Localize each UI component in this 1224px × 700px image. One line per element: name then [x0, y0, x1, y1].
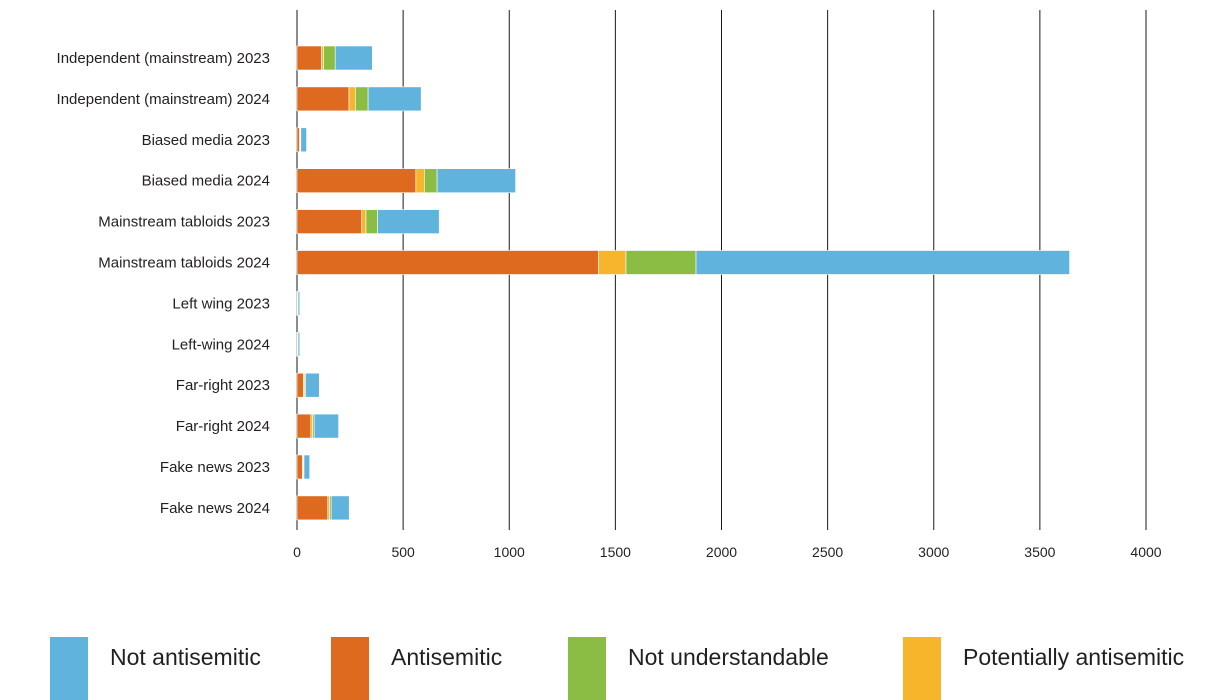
category-label: Fake news 2023 — [160, 459, 270, 476]
bar-segment — [321, 45, 324, 71]
category-label: Left wing 2023 — [172, 295, 270, 312]
bar-segment — [323, 45, 336, 71]
legend-item: Not understandable — [568, 637, 829, 700]
bar-segment — [348, 86, 356, 112]
category-label: Independent (mainstream) 2024 — [57, 91, 270, 108]
bar-segment — [436, 168, 516, 193]
x-tick-label: 3000 — [918, 544, 949, 560]
bar-segment — [334, 45, 373, 71]
x-tick-label: 0 — [293, 544, 301, 560]
bar-segment — [296, 209, 363, 234]
bar-segment — [355, 86, 369, 112]
x-tick-label: 500 — [391, 544, 415, 560]
bar-segment — [313, 413, 339, 439]
category-label: Biased media 2023 — [142, 132, 270, 149]
legend-label: Antisemitic — [391, 644, 502, 670]
bar-segment — [296, 372, 304, 398]
bar-segment — [300, 127, 307, 153]
legend-swatch — [331, 637, 369, 700]
bar-segment — [296, 495, 329, 521]
bar-segment — [695, 250, 1070, 275]
legend-label: Potentially antisemitic — [963, 644, 1184, 670]
category-label: Independent (mainstream) 2023 — [57, 50, 270, 67]
category-label: Mainstream tabloids 2023 — [98, 214, 270, 231]
legend-swatch — [903, 637, 941, 700]
bar-segment — [625, 250, 697, 275]
bar-segment — [296, 413, 312, 439]
legend-item: Antisemitic — [331, 637, 502, 700]
bar-segment — [598, 250, 627, 275]
bar-segment — [377, 209, 440, 234]
bar-segment — [296, 168, 417, 193]
bar-segment — [296, 127, 300, 153]
bar-segment — [330, 495, 350, 521]
x-tick-label: 2500 — [812, 544, 843, 560]
x-tick-label: 4000 — [1130, 544, 1161, 560]
bar-segment — [415, 168, 425, 193]
bar-segment — [296, 86, 350, 112]
bar-segment — [297, 331, 301, 357]
bars — [296, 45, 1070, 521]
bar-segment — [296, 454, 303, 480]
x-tick-label: 2000 — [706, 544, 737, 560]
bar-segment — [365, 209, 378, 234]
category-label: Mainstream tabloids 2024 — [98, 255, 270, 272]
category-label: Far-right 2023 — [176, 377, 270, 394]
x-tick-label: 3500 — [1024, 544, 1055, 560]
x-tick-label: 1500 — [600, 544, 631, 560]
bar-segment — [296, 250, 599, 275]
category-label: Far-right 2024 — [176, 418, 270, 435]
bar-segment — [297, 291, 301, 316]
legend-label: Not antisemitic — [110, 644, 261, 670]
legend-swatch — [568, 637, 606, 700]
legend-item: Not antisemitic — [50, 637, 261, 700]
bar-segment — [303, 454, 311, 480]
legend-item: Potentially antisemitic — [903, 637, 1184, 700]
category-label: Left-wing 2024 — [172, 336, 270, 353]
bar-segment — [367, 86, 422, 112]
bar-segment — [296, 45, 322, 71]
category-labels: Independent (mainstream) 2023 Independent… — [57, 50, 270, 517]
legend-label: Not understandable — [628, 644, 829, 670]
category-label: Biased media 2024 — [142, 173, 270, 190]
category-label: Fake news 2024 — [160, 500, 270, 517]
legend: Not antisemitic Antisemitic Not understand… — [50, 637, 1184, 700]
x-tick-label: 1000 — [494, 544, 525, 560]
x-tick-labels: 0 500 1000 1500 2000 2500 3000 3500 4000 — [293, 544, 1162, 560]
bar-segment — [361, 209, 367, 234]
legend-swatch — [50, 637, 88, 700]
bar-segment — [424, 168, 438, 193]
bar-segment — [305, 372, 320, 398]
